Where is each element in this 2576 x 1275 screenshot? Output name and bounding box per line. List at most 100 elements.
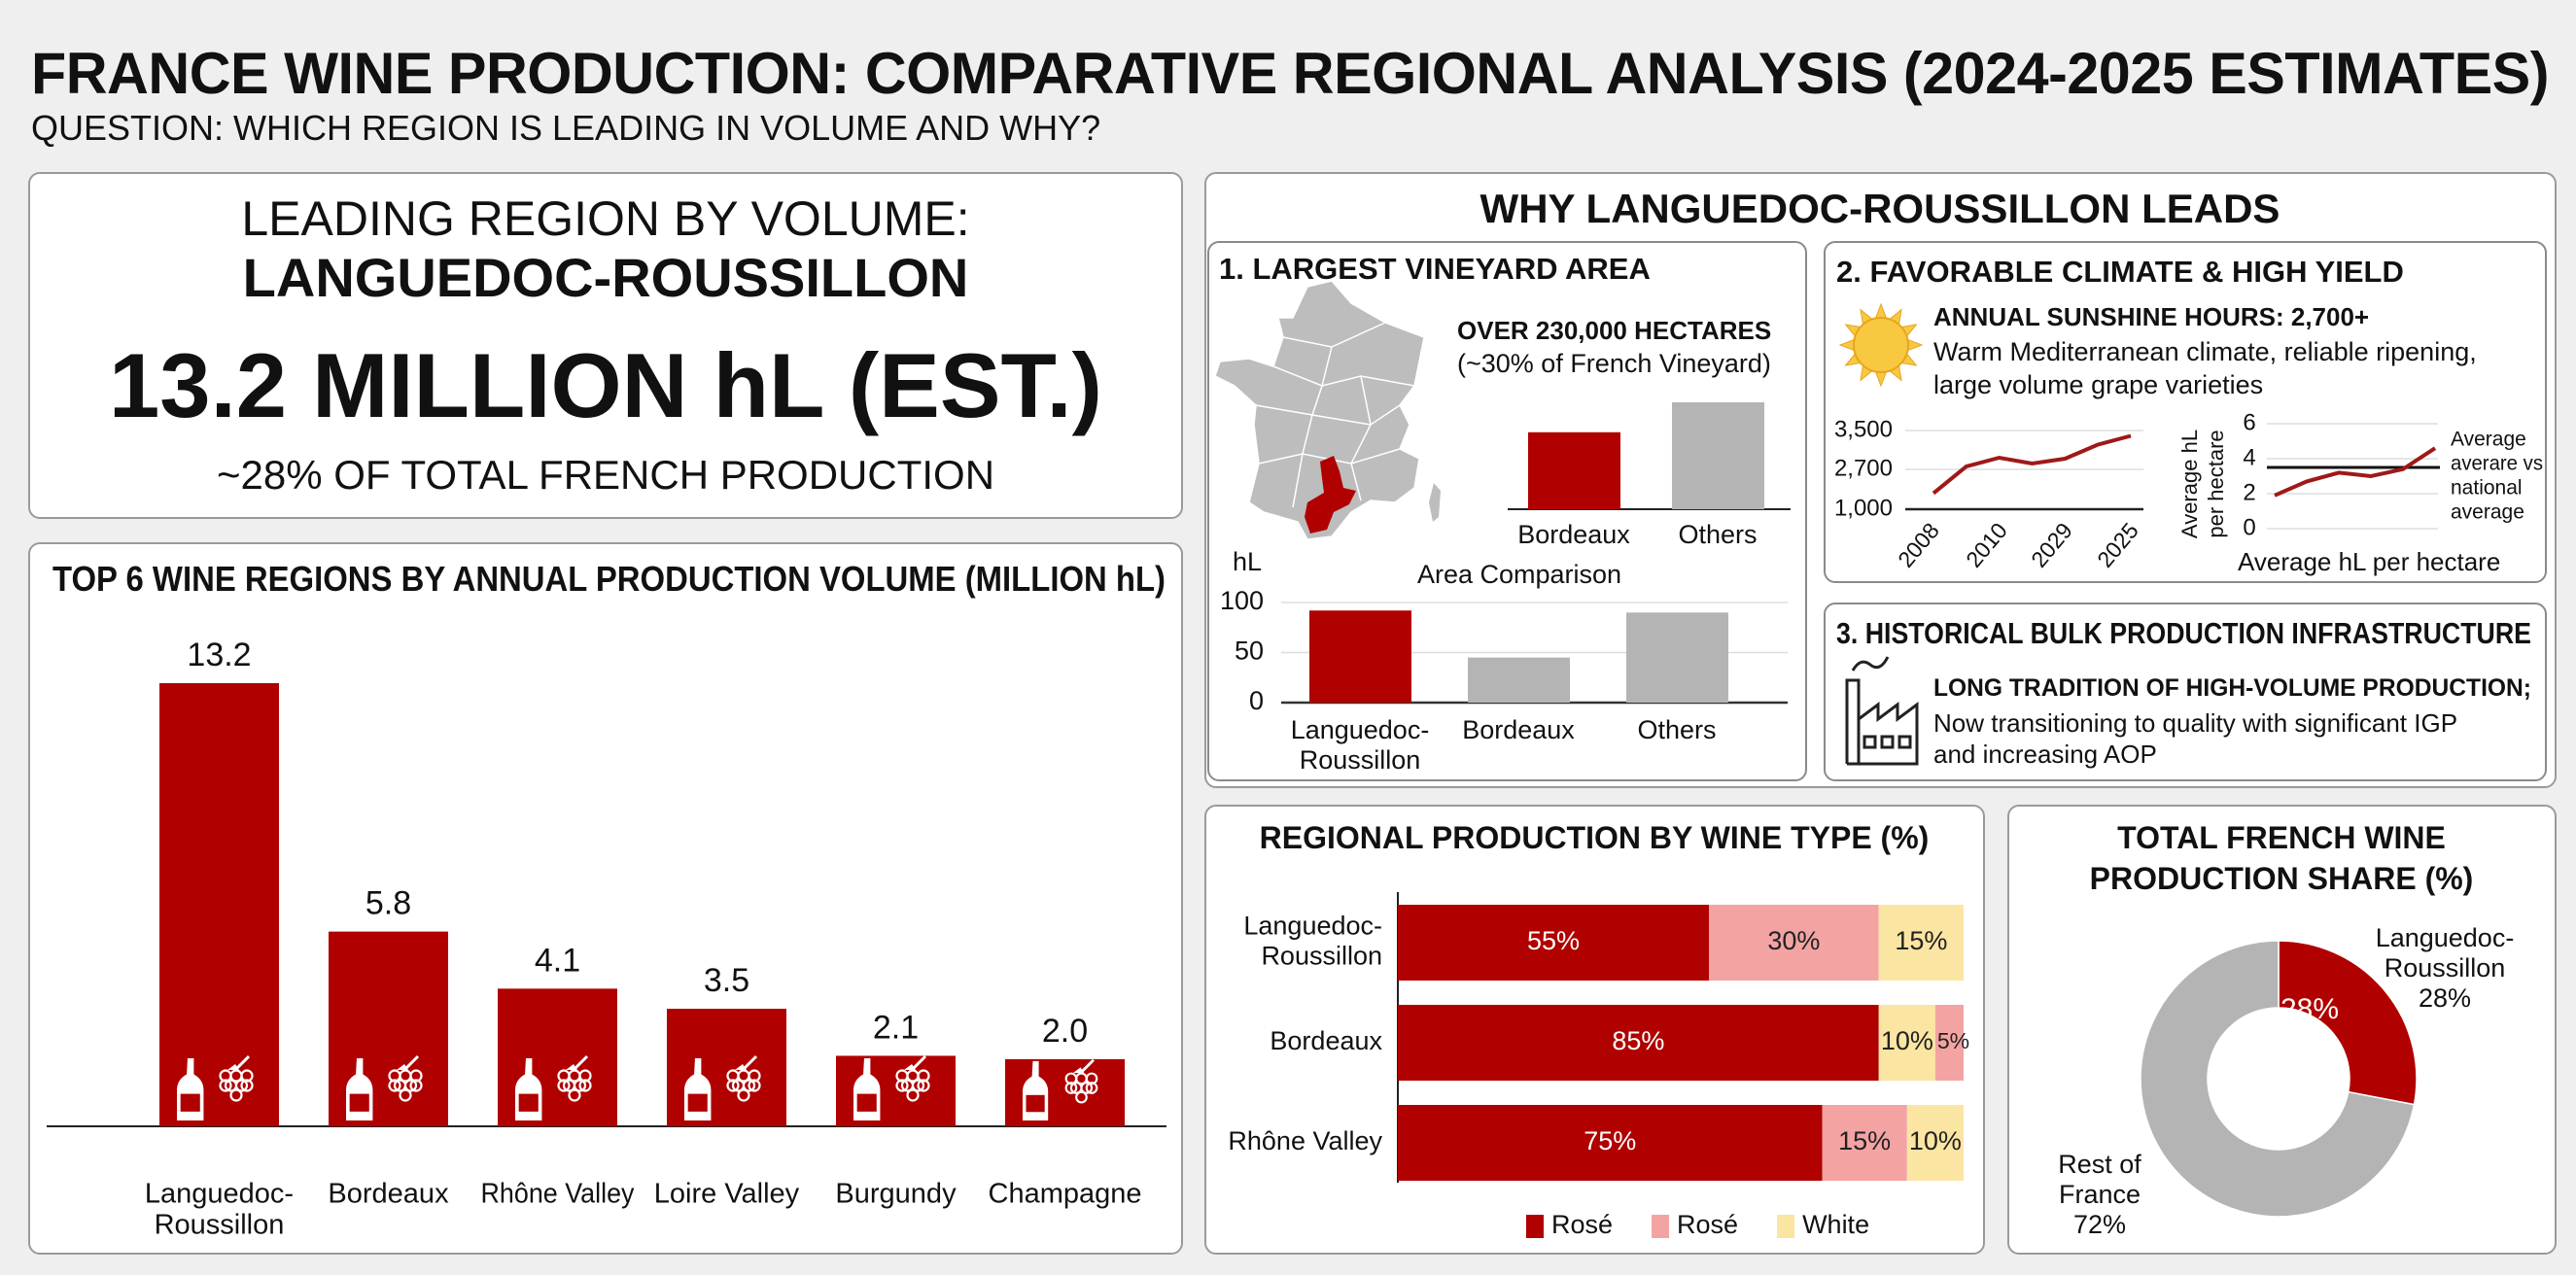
segment-label: 10% — [1909, 1126, 1962, 1155]
bottle-label — [180, 1093, 200, 1112]
bar — [1528, 431, 1620, 509]
section2-headline: ANNUAL SUNSHINE HOURS: 2,700+ — [1933, 302, 2370, 331]
slice-label: 72% — [2073, 1210, 2126, 1239]
headline-region: LANGUEDOC-ROUSSILLON — [242, 247, 969, 308]
grape — [399, 1088, 412, 1102]
grapes-icon — [219, 1054, 254, 1102]
grape — [568, 1088, 581, 1102]
top-regions-title: TOP 6 WINE REGIONS BY ANNUAL PRODUCTION … — [52, 559, 1166, 599]
segment-rect — [1822, 1105, 1907, 1181]
legend-label: Rosé — [1677, 1210, 1738, 1239]
bar-group: 5.8 Bordeaux — [328, 885, 449, 1210]
segment-rect — [1709, 905, 1879, 981]
bar-segment: 5% — [1934, 1005, 1969, 1081]
bottle-label — [856, 1093, 877, 1112]
category-label: Rhône Valley — [481, 1179, 635, 1210]
x-tick-label: 2010 — [1961, 518, 2012, 572]
section2-title: 2. FAVORABLE CLIMATE & HIGH YIELD — [1836, 255, 2404, 289]
grape-leaf — [227, 1064, 239, 1070]
slice-label: Rest of — [2058, 1150, 2141, 1179]
grape-stem — [912, 1054, 927, 1070]
grape-stem — [574, 1054, 589, 1070]
share-title: PRODUCTION SHARE (%) — [2089, 861, 2474, 896]
bottle-label — [1026, 1094, 1045, 1113]
category-label: Burgundy — [835, 1179, 957, 1210]
bar — [1672, 402, 1764, 509]
section3-headline: LONG TRADITION OF HIGH-VOLUME PRODUCTION… — [1933, 674, 2531, 702]
page-title: FRANCE WINE PRODUCTION: COMPARATIVE REGI… — [31, 41, 2549, 106]
bar-segment: 10% — [1878, 1005, 1935, 1081]
section3-line: Now transitioning to quality with signif… — [1933, 708, 2458, 738]
grape — [895, 1079, 909, 1092]
y-tick-label: 2 — [2243, 479, 2255, 505]
sun-ray — [1874, 302, 1888, 320]
y-tick-label: 0 — [1249, 686, 1264, 715]
sun-icon — [1838, 302, 1924, 388]
category-label: Rhône Valley — [1228, 1126, 1382, 1155]
segment-rect — [1906, 1105, 1964, 1181]
segment-label: 30% — [1767, 926, 1820, 955]
category-label: Languedoc- — [1291, 715, 1430, 744]
headline-label: LEADING REGION BY VOLUME: — [241, 191, 970, 246]
bar-group: 4.1 Rhône Valley — [481, 942, 635, 1209]
y-tick-label: 100 — [1220, 586, 1264, 615]
legend-swatch — [1652, 1215, 1670, 1238]
bar-group: 3.5 Loire Valley — [654, 962, 800, 1210]
why-title: WHY LANGUEDOC-ROUSSILLON LEADS — [1479, 186, 2280, 231]
y-tick-label: 4 — [2243, 444, 2255, 470]
grape-stem — [1081, 1058, 1095, 1073]
section3-title: 3. HISTORICAL BULK PRODUCTION INFRASTRUC… — [1836, 616, 2531, 650]
factory-smoke — [1851, 656, 1890, 672]
grape-leaf — [566, 1064, 577, 1070]
bottle-label — [518, 1093, 539, 1112]
category-label: Others — [1678, 520, 1757, 549]
x-axis-label: Average hL per hectare — [2238, 547, 2500, 576]
corsica — [1429, 483, 1441, 522]
bar-segment: 15% — [1878, 905, 1964, 981]
segment-label: 10% — [1881, 1026, 1933, 1055]
sun-ray — [1906, 338, 1924, 352]
grape — [403, 1079, 418, 1092]
grape — [229, 1088, 243, 1102]
grapes-icon — [895, 1054, 930, 1102]
factory-window — [1897, 735, 1912, 749]
segment-rect — [1398, 905, 1710, 981]
bar-group: 2.0 Champagne — [989, 1013, 1142, 1210]
x-tick-label: 2008 — [1893, 518, 1944, 572]
bar-group: 2.1 Burgundy — [835, 1009, 957, 1209]
climate-panel — [1824, 241, 2547, 583]
slice-label: Roussillon — [2385, 953, 2506, 982]
languedoc-roussillon-region — [1305, 456, 1356, 534]
grapes-icon — [726, 1054, 761, 1102]
annotation-text: Average — [2451, 429, 2526, 451]
yield-line — [2274, 446, 2437, 498]
segment-label: 15% — [1895, 926, 1947, 955]
region-border — [1292, 346, 1333, 508]
region-border — [1272, 365, 1415, 387]
legend-label: Rosé — [1551, 1210, 1613, 1239]
wine-type-title: REGIONAL PRODUCTION BY WINE TYPE (%) — [1259, 820, 1930, 855]
grape — [726, 1079, 740, 1092]
france-map — [1214, 280, 1441, 540]
y-axis-label: Average hL — [2177, 430, 2202, 538]
factory-icon — [1845, 656, 1919, 766]
grape-stem — [404, 1054, 420, 1070]
grape-stem — [743, 1054, 758, 1070]
legend-swatch — [1777, 1215, 1795, 1238]
y-tick-label: 6 — [2243, 409, 2255, 435]
grapes-icon — [557, 1054, 592, 1102]
grape — [737, 1088, 750, 1102]
bottle-label — [349, 1093, 369, 1112]
section1-headline: OVER 230,000 HECTARES — [1457, 316, 1772, 345]
sunshine-line — [1932, 433, 2132, 496]
annotation-text: national — [2451, 477, 2523, 500]
category-label: Champagne — [989, 1179, 1142, 1210]
sun-ray — [1874, 370, 1888, 388]
grape-leaf — [904, 1064, 916, 1070]
infrastructure-panel — [1824, 603, 2547, 781]
grape — [917, 1079, 930, 1092]
y-axis-label: per hectare — [2204, 430, 2228, 537]
category-label: Bordeaux — [1517, 520, 1630, 549]
segment-label: 75% — [1584, 1126, 1636, 1155]
slice-label: 28% — [2419, 983, 2471, 1013]
